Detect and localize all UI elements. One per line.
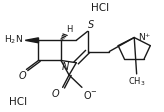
Text: O: O [19,71,26,81]
Text: S: S [88,20,95,30]
Text: N: N [62,62,69,72]
Text: O: O [51,89,59,99]
Text: O$^{-}$: O$^{-}$ [83,89,98,101]
Text: HCl: HCl [91,3,109,13]
Text: H$_2$N: H$_2$N [4,33,23,46]
Text: N$^{+}$: N$^{+}$ [138,31,151,43]
Polygon shape [25,38,39,43]
Text: HCl: HCl [9,97,27,107]
Text: CH$_3$: CH$_3$ [128,76,145,88]
Text: H: H [66,25,72,34]
